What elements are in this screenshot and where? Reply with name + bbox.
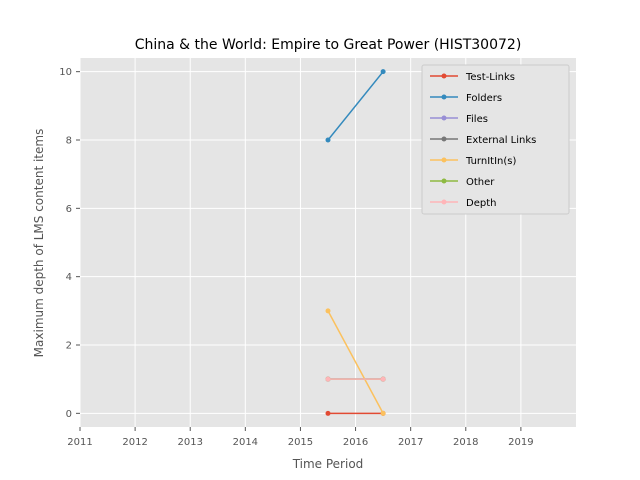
series-layer <box>325 69 386 416</box>
legend: Test-Links Folders Files External Links Turn… <box>421 64 570 215</box>
legend-marker-folders <box>441 94 447 100</box>
data-point-folders <box>380 69 386 75</box>
y-tick-label: 6 <box>66 204 72 215</box>
legend-label: External Links <box>466 135 536 146</box>
legend-marker-test-links <box>441 73 447 79</box>
legend-box <box>421 64 570 215</box>
data-point-turnitin-s <box>325 308 331 314</box>
series-line-turnitin-s <box>327 310 384 414</box>
data-point-folders <box>325 137 331 143</box>
y-tick-label: 4 <box>66 272 72 283</box>
x-tick-label: 2011 <box>67 437 92 448</box>
legend-marker-other <box>441 178 447 184</box>
legend-marker-turnitin-s <box>441 157 447 163</box>
x-tick-label: 2014 <box>233 437 258 448</box>
x-axis-label: Time Period <box>292 457 364 471</box>
y-axis-label: Maximum depth of LMS content items <box>32 129 46 358</box>
series-line-folders <box>327 71 384 141</box>
data-point-depth <box>380 376 386 382</box>
y-axis-ticks: 0 2 4 6 8 10 <box>59 67 80 420</box>
legend-label: TurnItIn(s) <box>465 156 516 167</box>
y-tick-label: 8 <box>66 136 72 147</box>
y-tick-label: 2 <box>66 341 72 352</box>
x-tick-label: 2019 <box>508 437 533 448</box>
x-tick-label: 2015 <box>288 437 313 448</box>
x-tick-label: 2018 <box>453 437 478 448</box>
x-tick-label: 2012 <box>122 437 147 448</box>
legend-label: Test-Links <box>465 72 515 83</box>
chart-title: China & the World: Empire to Great Power… <box>135 37 522 53</box>
legend-label: Files <box>466 114 488 125</box>
legend-marker-files <box>441 115 447 121</box>
data-point-depth <box>325 376 331 382</box>
x-tick-label: 2013 <box>177 437 202 448</box>
y-tick-label: 10 <box>59 67 72 78</box>
x-tick-label: 2017 <box>398 437 423 448</box>
data-point-test-links <box>325 410 331 416</box>
legend-marker-external-links <box>441 136 447 142</box>
grid-lines <box>79 58 576 427</box>
legend-marker-depth <box>441 199 447 205</box>
x-tick-label: 2016 <box>343 437 368 448</box>
legend-label: Other <box>466 177 495 188</box>
data-point-turnitin-s <box>380 410 386 416</box>
y-tick-label: 0 <box>66 409 72 420</box>
legend-label: Depth <box>466 198 496 209</box>
legend-label: Folders <box>466 93 502 104</box>
x-axis-ticks: 2011 2012 2013 2014 2015 2016 2017 2018 2019 <box>67 427 534 448</box>
